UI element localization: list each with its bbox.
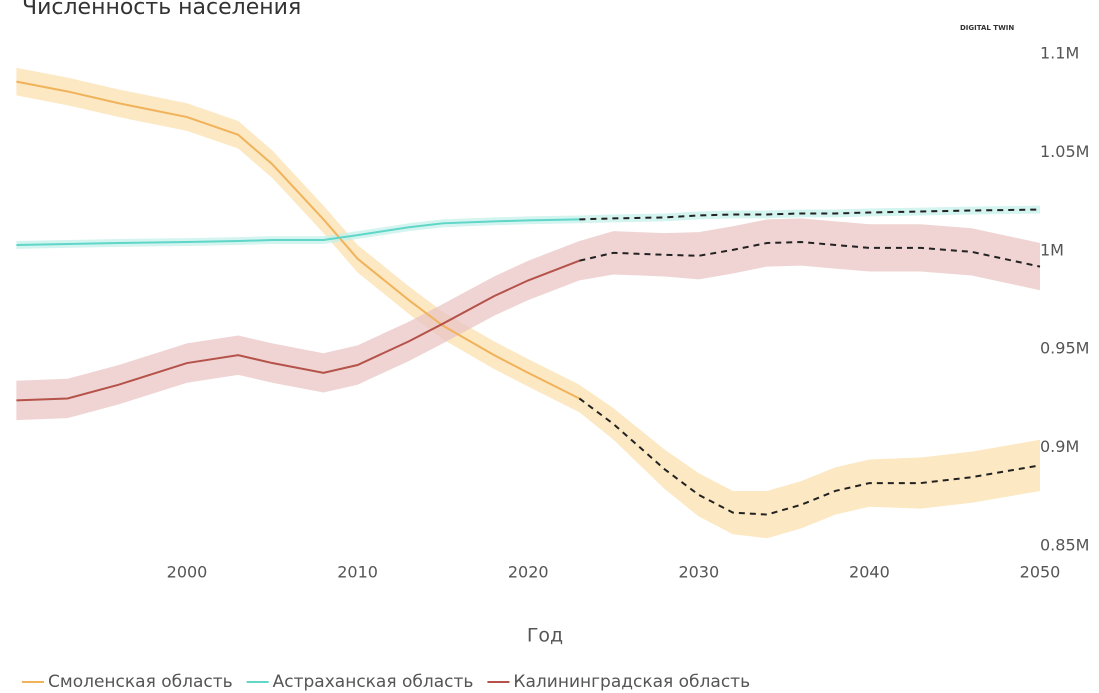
x-tick-label: 2020: [508, 563, 549, 582]
legend-label: Смоленская область: [48, 672, 233, 692]
x-tick-label: 2050: [1020, 563, 1061, 582]
chart-title: Численность населения: [22, 0, 301, 20]
confidence-band: [16, 218, 1040, 421]
legend-label: Астраханская область: [273, 672, 474, 692]
y-tick-label: 1.1M: [1040, 44, 1079, 63]
x-tick-label: 2000: [167, 563, 208, 582]
series-line: [16, 218, 580, 246]
x-tick-label: 2040: [849, 563, 890, 582]
x-axis-title: Год: [527, 625, 563, 647]
y-tick-label: 0.9M: [1040, 437, 1079, 456]
logo: DIGITAL TWIN: [960, 24, 1014, 32]
forecast-line: [578, 397, 1041, 516]
legend-label: Калининградская область: [513, 672, 750, 692]
forecast-line: [579, 241, 1041, 268]
confidence-band: [16, 205, 1040, 249]
x-tick-label: 2010: [337, 563, 378, 582]
y-tick-label: 1.05M: [1040, 142, 1089, 161]
y-tick-label: 0.85M: [1040, 536, 1089, 555]
series-line: [16, 80, 580, 400]
x-tick-label: 2030: [678, 563, 719, 582]
y-tick-label: 0.95M: [1040, 339, 1089, 358]
y-tick-label: 1M: [1040, 240, 1064, 259]
confidence-band: [16, 67, 1040, 539]
series-line: [16, 259, 580, 402]
